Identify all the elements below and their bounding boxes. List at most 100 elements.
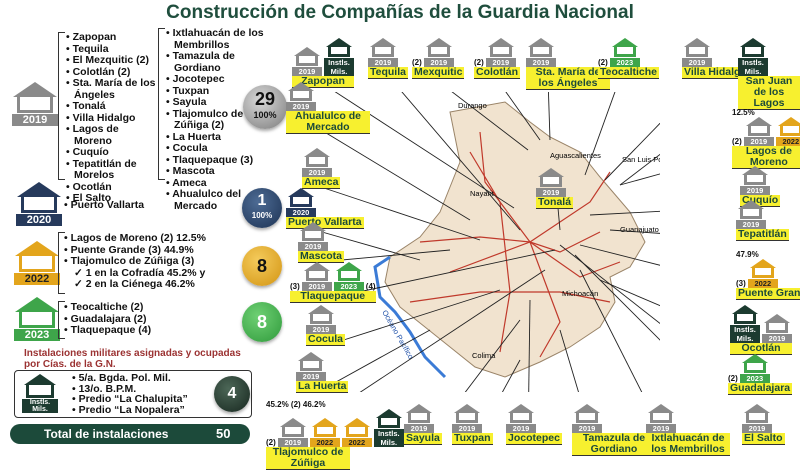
map-marker: 2019 Ahualulco de Mercado (286, 82, 370, 134)
list-item: • Mascota (166, 165, 215, 177)
map-marker: 2019 El Salto (742, 404, 785, 445)
house-icon: Instls. Mils. (373, 409, 404, 447)
house-icon: 2019 (286, 82, 316, 111)
bracket-2019 (58, 32, 65, 180)
house-icon: 2019 (526, 38, 556, 67)
municipality-label: Tequila (368, 66, 408, 79)
leader-line (584, 92, 616, 176)
list-item: • Ameca (166, 176, 207, 189)
page-title: Construcción de Compañías de la Guardia … (166, 2, 634, 23)
count-note: (2) (598, 58, 608, 67)
house-icon: 2023 (609, 38, 640, 67)
list-item: Morelos (74, 169, 115, 181)
leader-line (604, 122, 660, 181)
state-label: San Luis Potosí (622, 155, 660, 164)
leader-line (505, 92, 541, 141)
house-icon-2020: 2020 (16, 182, 62, 226)
list-item: • Lagos de (66, 123, 119, 135)
municipality-label: Colotlán (474, 66, 520, 79)
municipality-label: Ameca (302, 176, 341, 189)
list-item: • Tlaquepaque (3) (166, 153, 254, 166)
count-note: (3) (736, 279, 746, 288)
count-circle-2019: 29 100% (243, 85, 287, 129)
leader-lines (307, 92, 660, 392)
bracket-2019b (158, 28, 165, 180)
map-marker: (2) 2019 Colotlán (474, 38, 520, 79)
list-item: • El Mezquitic (2) (66, 54, 150, 66)
map-marker: 2019 Tepatitlán (736, 200, 789, 241)
house-icon: 2019 (485, 38, 516, 67)
municipality-label: Tlaquepaque (290, 291, 376, 303)
leader-line (619, 173, 660, 186)
leader-line (334, 92, 515, 209)
house-icon: Instls. Mils. (738, 38, 768, 76)
total-bar: Total de instalaciones 50 (10, 424, 250, 444)
house-icon: 2019 (740, 166, 770, 195)
house-icon: Instls. Mils. (324, 38, 354, 76)
leader-line (589, 210, 660, 216)
list-item: Ángeles (74, 88, 115, 101)
map-marker: 2019 Mascota (298, 222, 345, 263)
house-icon: 2019 (762, 314, 792, 343)
house-icon: 2022 (747, 259, 778, 288)
house-icon: 2019 (301, 262, 332, 291)
municipality-label: Puente Grande (736, 288, 800, 300)
leader-line (307, 121, 471, 221)
municipality-label: Tepatitlán (736, 228, 789, 241)
list-item: Moreno (74, 134, 112, 147)
list-item: • Tamazula de (166, 50, 235, 62)
map-marker: 2019 Sta. María de los Ángeles (526, 38, 610, 90)
leader-line (359, 269, 546, 392)
leader-line (451, 92, 529, 151)
municipality-label: Sta. María de los Ángeles (526, 67, 610, 90)
list-2020: • Puerto Vallarta (64, 199, 145, 211)
house-icon: Instls. Mils. (730, 305, 760, 343)
list-item: • Sta. María de los (66, 77, 156, 89)
municipality-label: Teocaltiche (598, 66, 659, 79)
list-item: • La Huerta (166, 130, 222, 143)
map-marker: Instls. Mils. San Juan de los Lagos (738, 38, 800, 110)
count-note: (2) (732, 137, 742, 146)
total-value: 50 (216, 426, 231, 441)
count-note: (2) (728, 374, 738, 383)
count-note: (2) (412, 58, 422, 67)
list-2019-col1: • Zapopan • Tequila • El Mezquitic (2) • Co… (66, 31, 156, 205)
leader-line (619, 153, 660, 186)
municipality-label: Tlajomulco de Zúñiga (266, 447, 350, 470)
leader-line (501, 359, 521, 392)
municipality-label: Ixtlahuacán de los Membrillos (646, 433, 730, 456)
house-icon: 2022 (341, 418, 372, 447)
list-item: • Tepatitlán de (66, 157, 137, 170)
list-item: • Puente Grande (3) 44.9% (64, 243, 194, 256)
list-item: • Guadalajara (2) (64, 312, 147, 325)
leader-line (323, 187, 481, 241)
list-item: • Teocaltiche (2) (64, 301, 144, 313)
map-marker: 2019 Villa Hidalgo (682, 38, 749, 79)
house-icon-2022: 2022 (14, 241, 60, 285)
list-item: ✓ 2 en la Ciénega 46.2% (74, 278, 195, 290)
municipality-label: Ahualulco de Mercado (286, 111, 370, 134)
list-item: • Ahualulco del (166, 188, 242, 200)
municipality-label: El Salto (742, 432, 785, 445)
leader-line (609, 229, 660, 234)
list-item: • Villa Hidalgo (66, 111, 136, 124)
map-shape (384, 101, 646, 378)
municipality-label: La Huerta (296, 380, 349, 393)
state-label: Guanajuato (620, 225, 659, 234)
list-item: • Ixtlahuacán de los (166, 27, 264, 39)
house-icon: 2019 (404, 404, 434, 433)
leader-line (327, 289, 501, 346)
coastline (373, 255, 447, 379)
count-note: (4) (365, 282, 376, 291)
list-item: • Tlajomulco de (166, 107, 244, 120)
municipality-label: San Juan de los Lagos (738, 76, 800, 110)
map-marker: (2) 2023 Guadalajara (728, 354, 793, 395)
house-icon: 2019 (368, 38, 398, 67)
list-item: • Colotlán (2) (66, 65, 131, 78)
list-item: Mercado (174, 199, 218, 212)
jalisco-map: Durango Nayarit Aguascalientes San Luis … (307, 92, 660, 392)
map-marker: 2019 Tonalá (536, 168, 574, 209)
state-label: Nayarit (470, 189, 495, 198)
list-item: • Tlaquepaque (4) (64, 324, 152, 336)
